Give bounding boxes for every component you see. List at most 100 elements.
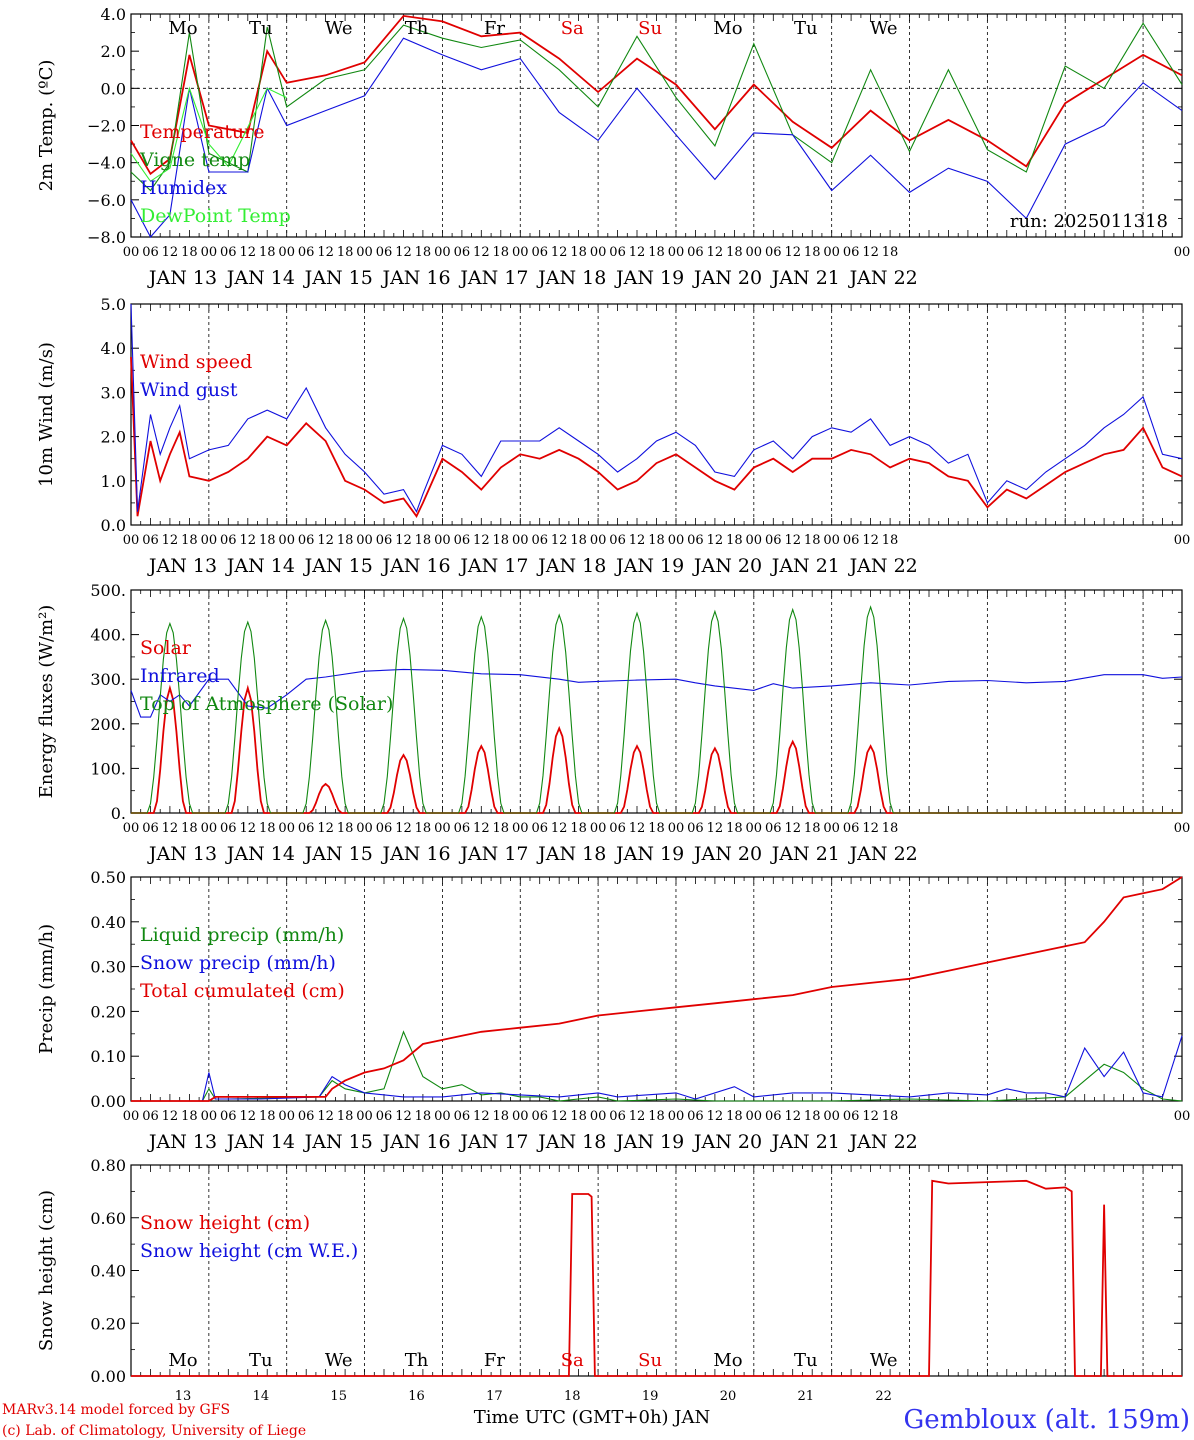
day-number-label: 22	[875, 1389, 892, 1404]
hour-tick-label: 18	[882, 245, 899, 260]
y-tick-label: 0.40	[90, 1262, 126, 1281]
hour-tick-label: 12	[162, 245, 179, 260]
hour-tick-label: 06	[298, 533, 315, 548]
date-label: JAN 15	[303, 843, 373, 865]
day-number-label: 14	[253, 1389, 270, 1404]
hour-tick-label: 06	[376, 245, 393, 260]
hour-tick-label: 18	[337, 245, 354, 260]
date-label: JAN 20	[692, 267, 762, 289]
series-line-green	[131, 1030, 1183, 1102]
hour-tick-label: 00	[590, 245, 607, 260]
hour-tick-label: 12	[317, 245, 334, 260]
legend-label: Vigne temp	[139, 149, 250, 171]
hour-tick-label: 12	[317, 533, 334, 548]
series-line-red	[131, 1179, 1182, 1377]
y-tick-label: −2.0	[87, 117, 126, 136]
y-tick-label: 0.0	[101, 516, 126, 535]
hour-tick-label: 12	[162, 1109, 179, 1124]
weekday-label-top: We	[325, 18, 353, 39]
x-ticks	[130, 14, 1183, 237]
weekday-label-bottom: We	[325, 1350, 353, 1371]
hour-tick-label: 00	[356, 1109, 373, 1124]
hour-tick-label: 06	[843, 533, 860, 548]
hour-tick-label: 00	[590, 1109, 607, 1124]
date-label: JAN 17	[458, 555, 528, 577]
y-axis-label: Energy fluxes (W/m²)	[36, 605, 57, 799]
weekday-label-bottom: We	[870, 1350, 898, 1371]
y-tick-label: 2.0	[101, 42, 126, 61]
hour-tick-label: 12	[551, 1109, 568, 1124]
day-number-label: 16	[408, 1389, 425, 1404]
hour-tick-label: 06	[687, 1109, 704, 1124]
hour-tick-label: 06	[765, 245, 782, 260]
date-label: JAN 22	[848, 555, 918, 577]
legend-label: DewPoint Temp	[140, 205, 291, 227]
hour-tick-label: 18	[181, 821, 198, 836]
hour-tick-label: 06	[454, 245, 471, 260]
legend-label: Temperature	[140, 121, 264, 143]
y-tick-label: −4.0	[87, 154, 126, 173]
x-ticks	[130, 590, 1183, 813]
day-number-label: 19	[642, 1389, 659, 1404]
hour-tick-label: 12	[707, 245, 724, 260]
y-axis-label: 2m Temp. (ºC)	[36, 60, 57, 192]
hour-tick-label: 12	[862, 1109, 879, 1124]
hour-tick-label: 12	[395, 1109, 412, 1124]
hour-tick-label: 00	[668, 533, 685, 548]
hour-tick-label: 18	[337, 533, 354, 548]
hour-tick-label: 06	[220, 1109, 237, 1124]
hour-tick-label: 18	[726, 821, 743, 836]
hour-tick-label: 12	[317, 1109, 334, 1124]
hour-tick-label: 00	[278, 821, 295, 836]
run-label: run: 2025011318	[1010, 211, 1168, 232]
hour-tick-label: 06	[531, 245, 548, 260]
hour-tick-label: 06	[220, 533, 237, 548]
y-tick-label: 0.20	[90, 1314, 126, 1333]
hour-tick-label: 00	[746, 821, 763, 836]
legend-label: Snow precip (mm/h)	[140, 952, 336, 974]
series-line-red	[130, 14, 1183, 176]
hour-tick-label: 06	[609, 1109, 626, 1124]
date-label: JAN 16	[380, 555, 450, 577]
y-tick-label: 3.0	[101, 383, 126, 402]
hour-tick-label: 00	[434, 533, 451, 548]
hour-tick-label: 18	[259, 1109, 276, 1124]
date-label: JAN 13	[147, 843, 217, 865]
hour-tick-label: 18	[570, 1109, 587, 1124]
hour-tick-label: 12	[240, 245, 257, 260]
y-axis-label: Precip (mm/h)	[36, 924, 57, 1054]
hour-tick-label: 06	[454, 1109, 471, 1124]
y-tick-label: 4.0	[101, 5, 126, 24]
hour-tick-label: 00	[1174, 821, 1191, 836]
hour-tick-label: 18	[570, 245, 587, 260]
hour-tick-label: 18	[493, 245, 510, 260]
hour-tick-label: 18	[570, 821, 587, 836]
date-label: JAN 18	[536, 555, 606, 577]
date-label: JAN 18	[536, 1131, 606, 1153]
day-number-label: 17	[486, 1389, 503, 1404]
hour-tick-label: 18	[337, 1109, 354, 1124]
hour-tick-label: 18	[259, 245, 276, 260]
hour-tick-label: 00	[1174, 245, 1191, 260]
hour-tick-label: 12	[240, 533, 257, 548]
date-label: JAN 20	[692, 555, 762, 577]
date-label: JAN 14	[225, 1131, 295, 1153]
hour-tick-label: 12	[473, 533, 490, 548]
hour-tick-label: 00	[746, 1109, 763, 1124]
hour-tick-label: 12	[551, 245, 568, 260]
panel-3	[130, 589, 1183, 814]
date-label: JAN 15	[303, 267, 373, 289]
hour-tick-label: 12	[473, 245, 490, 260]
legend-label: Snow height (cm)	[140, 1212, 310, 1234]
hour-tick-label: 18	[726, 533, 743, 548]
x-ticks	[130, 877, 1183, 1101]
hour-tick-label: 18	[337, 821, 354, 836]
hour-tick-label: 00	[823, 1109, 840, 1124]
y-tick-label: 400.	[90, 626, 126, 645]
hour-tick-label: 12	[707, 821, 724, 836]
hour-tick-label: 18	[181, 245, 198, 260]
hour-tick-label: 12	[707, 1109, 724, 1124]
date-label: JAN 17	[458, 843, 528, 865]
y-tick-label: 0.80	[90, 1156, 126, 1175]
hour-tick-label: 06	[298, 245, 315, 260]
